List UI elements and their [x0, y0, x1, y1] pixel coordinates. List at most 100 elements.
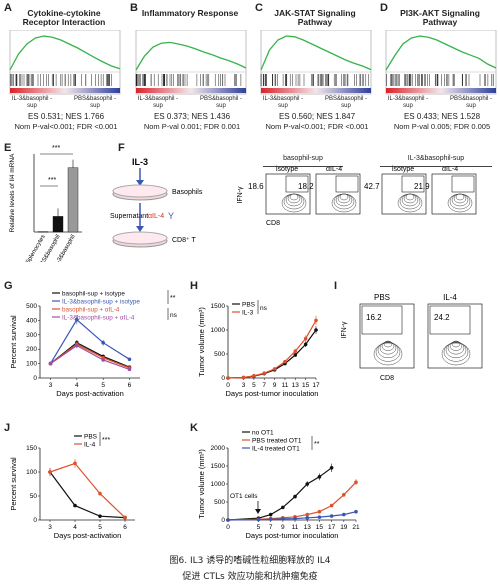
y-tick-label: 400: [26, 317, 37, 324]
contour: [449, 341, 463, 351]
series-line: [49, 471, 126, 519]
enrichment-curve: [135, 41, 247, 71]
contour: [447, 341, 465, 355]
panel-i-flow-plots: IFN-γ CD8 PBS 16.2 IL-4 24.2: [341, 293, 483, 382]
il3-label: IL-3: [132, 157, 148, 167]
contour: [379, 341, 397, 355]
gsea-nom-fdr: Nom P-val<0.001; FDR <0.001: [265, 122, 369, 131]
rank-gradient-bar: [10, 88, 120, 93]
contour: [377, 341, 399, 359]
panel-k-chart: 0 500 1000 1500 2000 0 5 7 9 11 13 15 17 19 21 Days pos…: [197, 430, 360, 541]
x-tick-label: 5: [252, 382, 256, 389]
y-tick-label: 1500: [211, 303, 226, 310]
x-tick-label: 4: [73, 524, 77, 531]
gate-box: [285, 175, 309, 193]
panel-i-label: I: [334, 280, 338, 292]
x-tick-label: 5: [257, 524, 261, 531]
flow-plot-frame: [431, 173, 477, 215]
panel-f-schematic: IL-3 Basophils Supernatant αIL-4 Y CD8⁺ …: [110, 157, 203, 248]
x-tick-label: 7: [262, 382, 266, 389]
x-axis-label: CD8: [266, 220, 280, 227]
gsea-title: Inflammatory Response: [141, 8, 239, 18]
x-tick-label: 3: [48, 524, 52, 531]
contour: [451, 340, 461, 348]
x-tick-label: 21: [352, 524, 360, 531]
gsea-nom-fdr: Nom P-val 0.001; FDR 0.001: [143, 122, 241, 131]
legend-label: PBS: [242, 302, 256, 309]
gsea-left-label: IL-3&basophil -sup: [137, 96, 179, 109]
gate-value: 42.7: [364, 182, 380, 191]
panel-f-label: F: [118, 142, 125, 154]
legend-label: IL-4: [84, 442, 96, 449]
legend-label: IL-3&basophil-sup + αIL-4: [62, 315, 135, 322]
y-tick-label: 100: [26, 469, 37, 476]
gate-value: 18.6: [248, 182, 264, 191]
column-header: PBS: [374, 293, 390, 302]
basophil-dish-top: [112, 184, 168, 198]
y-tick-label: 50: [30, 493, 38, 500]
y-tick-label: 0: [221, 375, 225, 382]
gsea-es-nes: ES 0.373; NES 1.436: [153, 112, 231, 121]
flow-plot-frame: [427, 303, 483, 369]
gsea-plot: [9, 30, 121, 95]
panel-e-chart: Relative levels of Il4 mRNASplenocytesPB…: [9, 145, 82, 262]
gsea-plot: [385, 30, 497, 95]
y-tick-label: 500: [214, 499, 225, 506]
y-axis-label: Relative levels of Il4 mRNA: [9, 153, 16, 232]
enrichment-curve: [9, 35, 121, 71]
y-tick-label: 1000: [211, 327, 226, 334]
gsea-nom-fdr: Nom P-val 0.005; FDR 0.005: [393, 122, 491, 131]
y-tick-label: 0: [33, 375, 37, 382]
series-line: [49, 318, 130, 364]
contour: [289, 193, 299, 201]
figure-caption-line1: 图6. IL3 诱导的嗜碱性粒细胞释放的 IL4: [169, 556, 331, 566]
flow-plot-frame: [359, 303, 415, 369]
gsea-es-nes: ES 0.531; NES 1.766: [27, 112, 105, 121]
x-tick-label: 9: [273, 382, 277, 389]
gate-value: 21.9: [414, 182, 430, 191]
y-tick-label: 500: [214, 351, 225, 358]
panel-f-flow-plots: IFN-γ CD8 isotype 18.6 αIL-4 18.2 isotype 42.7 α…: [237, 166, 477, 227]
x-axis-label: Days post-tumor inoculation: [226, 389, 319, 398]
x-tick-label: 11: [282, 382, 289, 389]
enrichment-curve: [385, 35, 497, 71]
x-tick-label: 4: [75, 382, 79, 389]
gsea-nom-fdr: Nom P-val<0.001; FDR <0.001: [14, 122, 118, 131]
panel-e-label: E: [4, 142, 12, 154]
gsea-title: JAK-STAT Signaling Pathway: [274, 8, 356, 27]
panel-g-label: G: [4, 280, 13, 292]
y-tick-label: 0: [221, 517, 225, 524]
legend-label: PBS: [84, 434, 98, 441]
y-tick-label: 200: [26, 346, 37, 353]
x-tick-label: 13: [292, 382, 300, 389]
y-axis-label: Tumor volume (mm³): [197, 307, 206, 377]
x-tick-label: 3: [242, 382, 246, 389]
antibody-icon: Y: [168, 211, 174, 221]
panel-j-label: J: [4, 422, 11, 434]
column-header: αIL-4: [326, 166, 342, 173]
x-tick-label: 0: [226, 382, 230, 389]
ail4-label: αIL-4: [148, 213, 164, 220]
gsea-frame: [9, 30, 121, 95]
rank-gradient-bar: [136, 88, 246, 93]
y-axis-label: Percent survival: [9, 315, 18, 369]
gate-box: [335, 175, 359, 193]
series-line: [49, 462, 126, 519]
ot1-arrowhead: [255, 509, 261, 514]
x-tick-label: 7: [269, 524, 273, 531]
group-right-rule: [380, 166, 492, 167]
x-tick-label: 13: [304, 524, 312, 531]
x-tick-label: 11: [292, 524, 299, 531]
sig-label: ns: [260, 305, 268, 312]
x-tick-label: 17: [328, 524, 336, 531]
figure-caption-line2: 促进 CTLs 效应功能和抗肿瘤免疫: [182, 572, 318, 582]
gsea-right-label: PBS&basophil -sup: [73, 96, 117, 109]
y-axis-label: Tumor volume (mm³): [197, 449, 206, 519]
basophils-label: Basophils: [172, 189, 203, 196]
x-tick-label: 0: [226, 524, 230, 531]
gsea-frame: [135, 30, 247, 95]
x-tick-label: 6: [128, 382, 132, 389]
panel-g-chart: 0 100 200 300 400 500 3 4 5 6 Days post-activation…: [9, 290, 178, 398]
